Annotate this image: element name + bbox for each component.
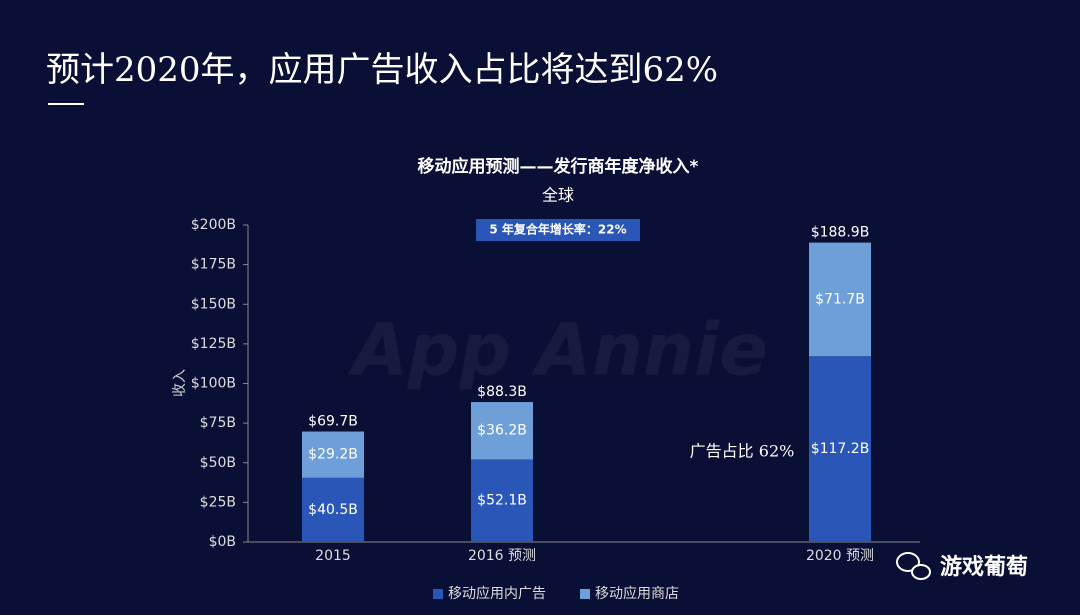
y-tick-label: $200B [191, 217, 236, 233]
bar-segment [471, 459, 533, 542]
value-label: $29.2B [308, 447, 358, 463]
total-label: $69.7B [308, 414, 358, 430]
x-tick-label: 2016 预测 [468, 548, 536, 564]
legend-swatch [580, 589, 590, 599]
legend-swatch [433, 589, 443, 599]
y-tick-label: $75B [200, 415, 236, 431]
y-tick-label: $125B [191, 336, 236, 352]
watermark: App Annie [347, 308, 768, 392]
value-label: $117.2B [811, 441, 870, 457]
value-label: $71.7B [815, 291, 865, 307]
badge: 5 年复合年增长率：22% [489, 222, 626, 237]
y-tick-label: $175B [191, 257, 236, 273]
slide-title: 预计2020年，应用广告收入占比将达到62% [46, 50, 718, 90]
legend-label: 移动应用商店 [595, 585, 679, 602]
y-tick-label: $0B [209, 534, 236, 550]
bar-segment [471, 402, 533, 460]
brand: 游戏葡萄 [940, 554, 1028, 580]
value-label: $40.5B [308, 502, 358, 518]
bar-segment [809, 242, 871, 357]
annotation: 广告占比 62% [690, 442, 795, 461]
x-tick-label: 2020 预测 [806, 548, 874, 564]
y-tick-label: $50B [200, 455, 236, 471]
y-tick-label: $100B [191, 376, 236, 392]
total-label: $88.3B [477, 384, 527, 400]
y-tick-label: $25B [200, 494, 236, 510]
legend-label: 移动应用内广告 [448, 585, 546, 602]
chart-subtitle: 全球 [542, 186, 574, 205]
brand-icon [896, 552, 931, 580]
bar-segment [809, 356, 871, 542]
y-tick-label: $150B [191, 296, 236, 312]
chart-title: 移动应用预测——发行商年度净收入* [418, 156, 699, 177]
total-label: $188.9B [811, 225, 870, 241]
y-axis-label: 收入 [172, 369, 188, 397]
x-tick-label: 2015 [315, 548, 351, 564]
bar-segment [302, 477, 364, 542]
value-label: $36.2B [477, 423, 527, 439]
value-label: $52.1B [477, 493, 527, 509]
badge-box [476, 219, 640, 241]
bar-segment [302, 431, 364, 478]
